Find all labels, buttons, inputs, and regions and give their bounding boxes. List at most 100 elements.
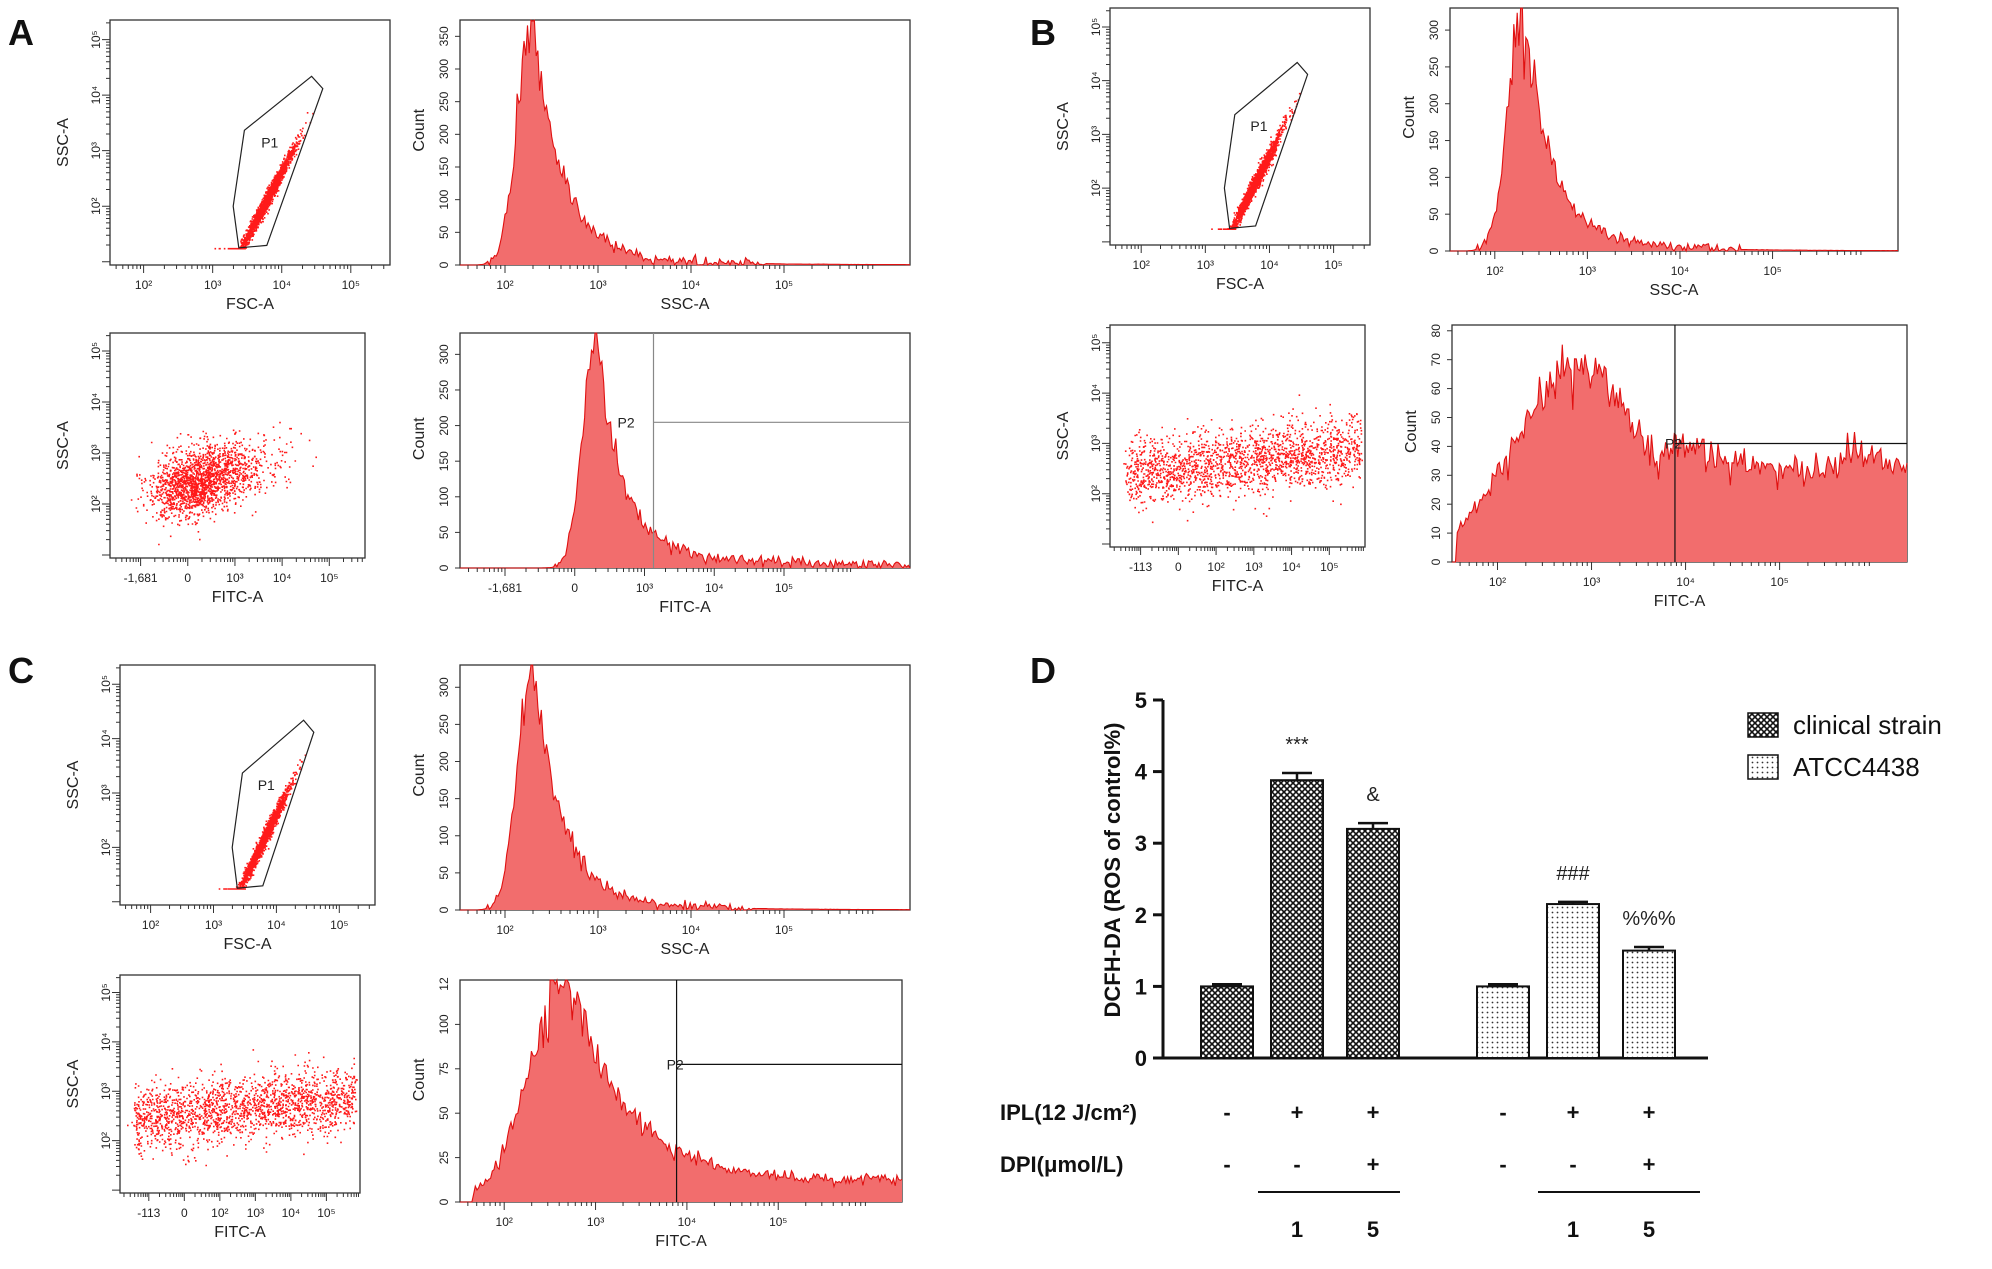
bar-y-tick-label: 0	[1135, 1046, 1147, 1071]
A3-x-minor-ticks	[115, 558, 363, 566]
C2-histogram-area	[460, 665, 910, 910]
C1-x-minor-ticks	[125, 905, 370, 913]
B2-y-tick-label: 0	[1427, 247, 1441, 254]
B2-x-tick: 10⁵	[1763, 264, 1781, 278]
B2-histogram-line	[1450, 7, 1898, 253]
C4-x-tick: 10⁴	[678, 1215, 697, 1229]
B1-x-tick: 10²	[1133, 258, 1150, 272]
A1-x-tick: 10⁴	[272, 278, 291, 292]
A2-histogram-line	[460, 19, 910, 267]
bar-annotation: &	[1366, 784, 1380, 806]
B4-y-tick-label: 50	[1429, 410, 1443, 424]
A2-x-tick: 10⁵	[775, 278, 793, 292]
B2-y-ticks	[1445, 29, 1450, 252]
B4-gate-lines	[1674, 325, 1907, 562]
ipl-mark: -	[1499, 1100, 1506, 1125]
B4-x-minor-ticks	[1459, 562, 1870, 570]
C2-y-tick-label: 200	[437, 751, 451, 771]
A2-histogram-area	[460, 20, 910, 266]
bar-error	[1488, 983, 1518, 987]
A3-x-tick: 0	[184, 571, 191, 585]
bar-error	[1558, 900, 1588, 905]
C2-y-label: Count	[411, 753, 428, 796]
A4-y-tick-label: 250	[437, 380, 451, 400]
C1-y-tick: 10²	[99, 839, 113, 856]
ipl-mark: +	[1291, 1100, 1304, 1125]
B3-x-tick: 0	[1175, 560, 1182, 574]
B3-x-label: FITC-A	[1212, 578, 1264, 595]
B2-y-tick-label: 200	[1427, 93, 1441, 113]
A4-y-tick-label: 50	[437, 525, 451, 539]
B3-x-tick: 10⁵	[1320, 560, 1338, 574]
B2-x-tick: 10³	[1579, 264, 1596, 278]
dose-mark: 1	[1567, 1217, 1579, 1242]
C1-x-tick: 10³	[205, 918, 222, 932]
A1-x-label: FSC-A	[226, 296, 274, 313]
A1-y-tick: 10³	[89, 142, 103, 159]
C4-x-tick: 10³	[587, 1215, 604, 1229]
C4-gate-label: P2	[667, 1056, 684, 1072]
A2-y-tick-label: 0	[437, 261, 451, 268]
C4-x-minor-ticks	[467, 1202, 866, 1210]
B3-x-tick: -113	[1129, 560, 1152, 574]
B4-x-tick: 10⁴	[1676, 575, 1695, 589]
bar-annotation: ###	[1556, 863, 1590, 885]
B3-y-minor-ticks	[1102, 327, 1110, 545]
B1-y-tick: 10⁴	[1089, 71, 1103, 90]
bar-clinical-3	[1346, 827, 1400, 1059]
bar-error	[1212, 983, 1242, 987]
A1-gate-polygon	[232, 75, 324, 249]
A1-y-minor-ticks	[102, 22, 110, 263]
bar-error	[1282, 771, 1312, 781]
bar-annotation: %%%	[1622, 908, 1676, 930]
C2-x-minor-ticks	[467, 910, 874, 918]
A4-x-tick: 0	[571, 581, 578, 595]
C2-y-tick-label: 50	[437, 866, 451, 880]
C4-y-tick-label: 0	[437, 1198, 451, 1205]
dpi-mark: +	[1367, 1152, 1380, 1177]
A1-x-tick: 10²	[135, 278, 152, 292]
A2-y-tick-label: 200	[437, 124, 451, 144]
ipl-mark: -	[1223, 1100, 1230, 1125]
C1-y-tick: 10⁵	[99, 675, 113, 693]
B3-x-tick: 10²	[1207, 560, 1224, 574]
C3-x-tick: 10⁴	[282, 1206, 301, 1220]
C4-y-tick-label: 100	[437, 1014, 451, 1034]
bar-y-tick-label: 1	[1135, 974, 1147, 999]
A2-y-tick-label: 350	[437, 26, 451, 46]
bar-y-tick-label: 2	[1135, 903, 1147, 928]
A1-x-tick: 10³	[204, 278, 221, 292]
bar-y-tick-label: 4	[1135, 760, 1148, 785]
A4-x-tick: 10⁵	[775, 581, 793, 595]
C3-y-tick: 10⁴	[99, 1033, 113, 1052]
C4-y-label: Count	[411, 1058, 428, 1101]
C4-x-tick: 10⁵	[769, 1215, 787, 1229]
A2-y-tick-label: 50	[437, 225, 451, 239]
A4-y-label: Count	[411, 417, 428, 460]
C3-x-tick: -113	[137, 1206, 160, 1220]
ipl-mark: +	[1567, 1100, 1580, 1125]
B1-y-label: SSC-A	[1055, 102, 1072, 151]
A1-y-tick: 10²	[89, 198, 103, 215]
B1-x-tick: 10⁴	[1260, 258, 1279, 272]
legend: clinical strain ATCC4438	[1747, 710, 1942, 782]
A4-x-tick: -1,681	[488, 581, 522, 595]
C2-x-tick: 10⁴	[682, 923, 701, 937]
bar-clinical-2	[1270, 779, 1324, 1060]
C4-y-ticks	[455, 1023, 460, 1203]
B4-x-label: FITC-A	[1654, 593, 1706, 610]
dpi-mark: +	[1643, 1152, 1656, 1177]
C1-x-tick: 10⁵	[330, 918, 348, 932]
B3-y-tick: 10³	[1089, 435, 1103, 452]
C1-y-minor-ticks	[112, 667, 120, 903]
A4-plot-frame	[459, 332, 911, 569]
A2-y-tick-label: 150	[437, 157, 451, 177]
C3-x-tick: 10²	[211, 1206, 228, 1220]
bar-clinical-1	[1200, 985, 1254, 1060]
A3-y-tick: 10⁴	[89, 393, 103, 412]
bar-y-tick-label: 3	[1135, 831, 1147, 856]
B2-x-tick: 10²	[1486, 264, 1503, 278]
A4-y-tick-label: 300	[437, 344, 451, 364]
